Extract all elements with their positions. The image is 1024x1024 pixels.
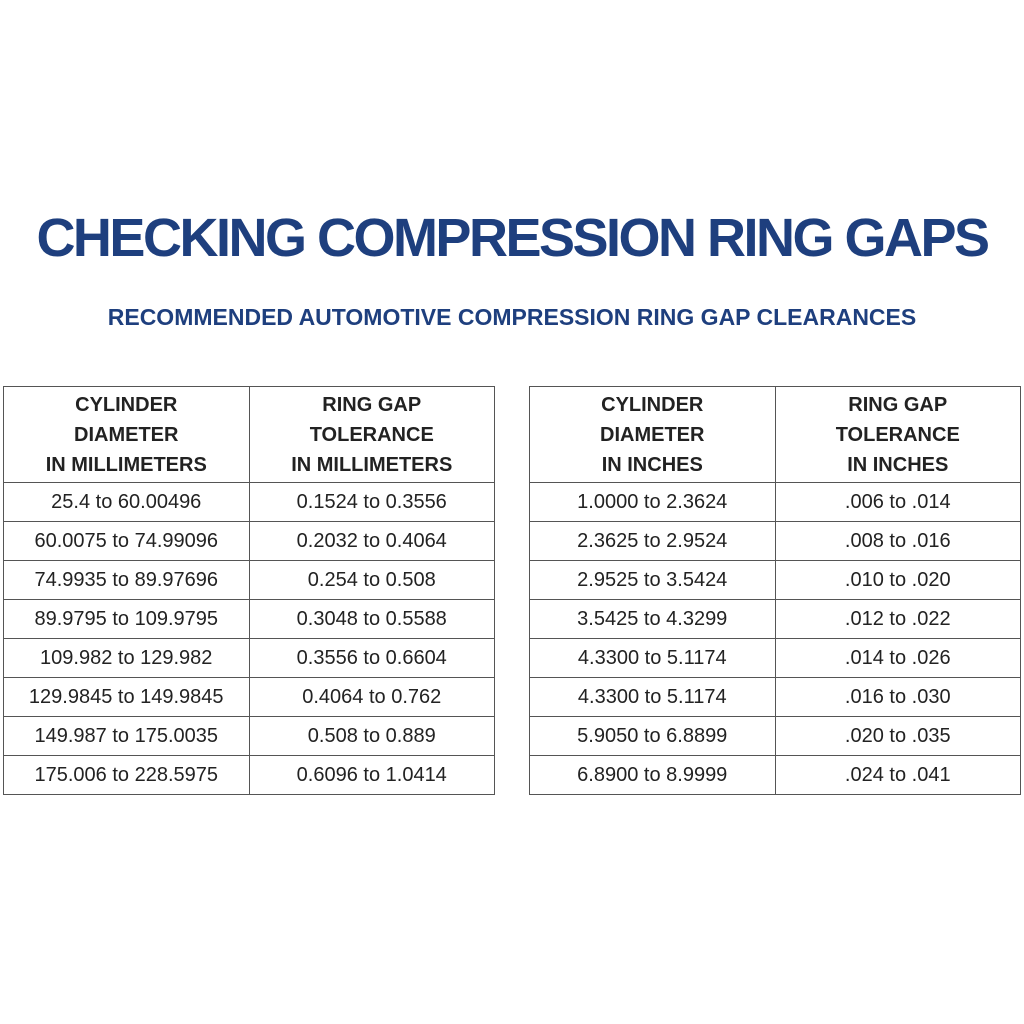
ring-gap-cell: .006 to .014 [774,482,1021,522]
page-title: CHECKING COMPRESSION RING GAPS [36,208,990,268]
column-header-line: CYLINDER [601,393,704,416]
cylinder-diameter-cell: 109.982 to 129.982 [3,638,250,678]
table-row: 175.006 to 228.5975 0.6096 to 1.0414 [3,755,495,795]
cylinder-diameter-cell: 6.8900 to 8.9999 [529,755,776,795]
ring-gap-cell: .008 to .016 [774,521,1021,561]
inch-table: CYLINDER DIAMETER IN INCHES RING GAP TOLERAN… [529,386,1021,795]
table-row: 149.987 to 175.0035 0.508 to 0.889 [3,716,495,756]
cylinder-diameter-cell: 4.3300 to 5.1174 [529,638,776,678]
cylinder-diameter-cell: 60.0075 to 74.99096 [3,521,250,561]
table-row: 5.9050 to 6.8899.020 to .035 [529,716,1021,756]
ring-gap-cell: .010 to .020 [774,560,1021,600]
column-header: RING GAP TOLERANCE IN MILLIMETERS [248,386,495,483]
ring-gap-cell: 0.3048 to 0.5588 [248,599,495,639]
cylinder-diameter-cell: 5.9050 to 6.8899 [529,716,776,756]
ring-gap-cell: .016 to .030 [774,677,1021,717]
ring-gap-cell: 0.4064 to 0.762 [248,677,495,717]
column-header-line: TOLERANCE [309,423,434,446]
column-header-line: RING GAP [848,393,948,416]
cylinder-diameter-cell: 175.006 to 228.5975 [3,755,250,795]
table-row: 1.0000 to 2.3624.006 to .014 [529,482,1021,522]
table-row: 25.4 to 60.00496 0.1524 to 0.3556 [3,482,495,522]
ring-gap-cell: 0.2032 to 0.4064 [248,521,495,561]
column-header-line: IN MILLIMETERS [291,453,453,476]
header-row: CYLINDER DIAMETER IN MILLIMETERS RING GAP TO… [3,386,495,483]
cylinder-diameter-cell: 3.5425 to 4.3299 [529,599,776,639]
column-header-line: IN INCHES [601,453,703,476]
ring-gap-cell: .014 to .026 [774,638,1021,678]
cylinder-diameter-cell: 89.9795 to 109.9795 [3,599,250,639]
table-row: 109.982 to 129.982 0.3556 to 0.6604 [3,638,495,678]
ring-gap-cell: 0.254 to 0.508 [248,560,495,600]
column-header: CYLINDER DIAMETER IN MILLIMETERS [3,386,250,483]
ring-gap-cell: .012 to .022 [774,599,1021,639]
cylinder-diameter-cell: 74.9935 to 89.97696 [3,560,250,600]
table-row: 74.9935 to 89.97696 0.254 to 0.508 [3,560,495,600]
cylinder-diameter-cell: 25.4 to 60.00496 [3,482,250,522]
ring-gap-cell: 0.3556 to 0.6604 [248,638,495,678]
table-row: 3.5425 to 4.3299.012 to .022 [529,599,1021,639]
column-header-line: CYLINDER [75,393,178,416]
table-row: 129.9845 to 149.9845 0.4064 to 0.762 [3,677,495,717]
ring-gap-cell: 0.6096 to 1.0414 [248,755,495,795]
column-header-line: RING GAP [322,393,422,416]
cylinder-diameter-cell: 2.3625 to 2.9524 [529,521,776,561]
table-row: 89.9795 to 109.9795 0.3048 to 0.5588 [3,599,495,639]
page-subtitle: RECOMMENDED AUTOMOTIVE COMPRESSION RING … [107,304,917,330]
column-header-line: IN MILLIMETERS [45,453,207,476]
column-header-line: DIAMETER [600,423,705,446]
ring-gap-cell: 0.508 to 0.889 [248,716,495,756]
cylinder-diameter-cell: 1.0000 to 2.3624 [529,482,776,522]
table-row: 2.3625 to 2.9524.008 to .016 [529,521,1021,561]
table-row: 6.8900 to 8.9999.024 to .041 [529,755,1021,795]
ring-gap-cell: .024 to .041 [774,755,1021,795]
column-header: RING GAP TOLERANCE IN INCHES [774,386,1021,483]
column-header: CYLINDER DIAMETER IN INCHES [529,386,776,483]
table-row: 2.9525 to 3.5424.010 to .020 [529,560,1021,600]
header-row: CYLINDER DIAMETER IN INCHES RING GAP TOLERAN… [529,386,1021,483]
cylinder-diameter-cell: 4.3300 to 5.1174 [529,677,776,717]
table-row: 4.3300 to 5.1174.016 to .030 [529,677,1021,717]
metric-table: CYLINDER DIAMETER IN MILLIMETERS RING GAP TO… [3,386,495,795]
table-row: 60.0075 to 74.99096 0.2032 to 0.4064 [3,521,495,561]
cylinder-diameter-cell: 129.9845 to 149.9845 [3,677,250,717]
cylinder-diameter-cell: 149.987 to 175.0035 [3,716,250,756]
ring-gap-cell: .020 to .035 [774,716,1021,756]
column-header-line: DIAMETER [74,423,179,446]
ring-gap-cell: 0.1524 to 0.3556 [248,482,495,522]
table-row: 4.3300 to 5.1174.014 to .026 [529,638,1021,678]
column-header-line: TOLERANCE [835,423,960,446]
column-header-line: IN INCHES [847,453,949,476]
cylinder-diameter-cell: 2.9525 to 3.5424 [529,560,776,600]
